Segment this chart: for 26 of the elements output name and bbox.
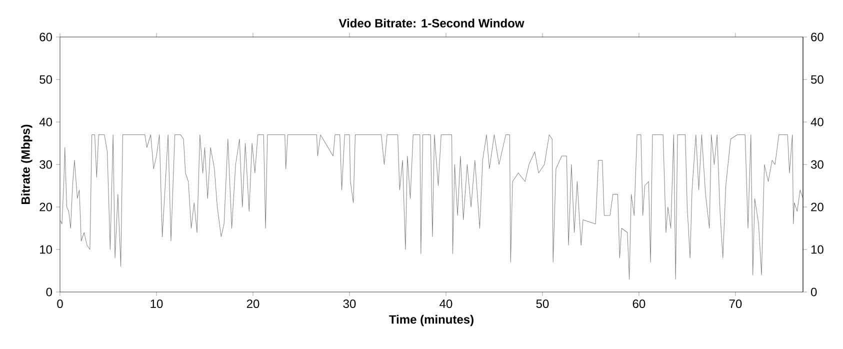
y2-tick-label: 0 [811, 288, 817, 296]
x-tick-label: 40 [440, 300, 452, 308]
y2-tick-label: 50 [811, 75, 824, 84]
y-axis-title: Bitrate (Mbps) [21, 124, 32, 204]
y2-tick-label: 40 [810, 118, 824, 126]
x-tick-label: 50 [536, 300, 549, 308]
x-tick-label: 60 [632, 300, 646, 308]
x-axis-title: Time (minutes) [389, 314, 474, 326]
x-tick-label: 20 [246, 300, 260, 308]
y-tick-label: 40 [39, 118, 52, 126]
y2-tick-label: 60 [811, 32, 824, 42]
y-tick-label: 20 [40, 202, 52, 212]
y2-tick-label: 10 [811, 245, 824, 254]
y-tick-label: 50 [40, 75, 52, 84]
x-tick-label: 0 [57, 300, 63, 308]
y-tick-label: 60 [40, 32, 52, 42]
y-tick-label: 30 [40, 160, 52, 169]
y2-tick-label: 30 [810, 160, 824, 169]
x-tick-label: 30 [343, 300, 356, 308]
chart-title: Video Bitrate: 1-Second Window [338, 18, 524, 28]
y-tick-label: 10 [40, 245, 52, 254]
y-tick-label: 0 [46, 288, 52, 296]
x-tick-label: 70 [729, 300, 742, 308]
line-series [60, 134, 803, 280]
x-tick-label: 10 [150, 300, 163, 308]
y2-tick-label: 20 [811, 202, 824, 212]
